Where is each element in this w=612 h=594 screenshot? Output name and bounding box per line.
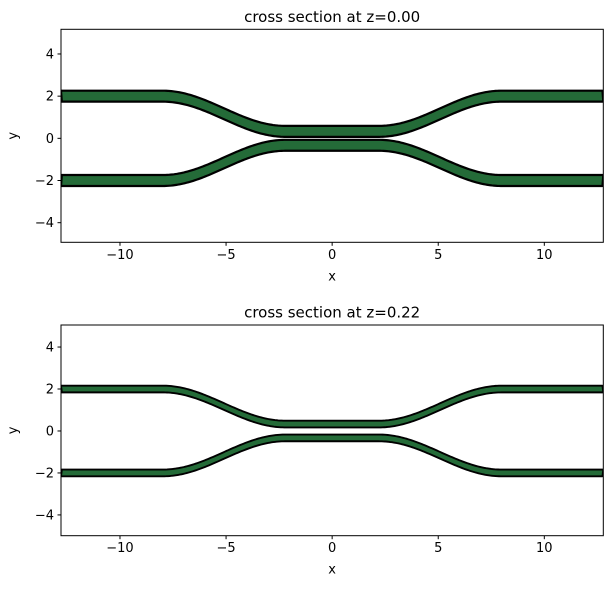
x-tick-label: −10 bbox=[106, 248, 133, 263]
x-tick-label: −5 bbox=[216, 248, 235, 263]
subplot-1: −10 −5 0 5 10 −4 −2 0 2 4 cross section at z=0.22 x… bbox=[6, 304, 604, 578]
x-tick-label: −5 bbox=[216, 541, 235, 556]
y-tick-label: 0 bbox=[46, 424, 54, 439]
x-tick-label: 5 bbox=[434, 541, 442, 556]
y-tick-label: 4 bbox=[46, 341, 54, 356]
y-tick-label: 2 bbox=[46, 383, 54, 398]
waveguide-band-bottom bbox=[61, 433, 604, 478]
y-tick-label: 2 bbox=[46, 90, 54, 105]
x-tick-label: 0 bbox=[328, 248, 336, 263]
y-tick-label: −4 bbox=[35, 216, 54, 231]
x-tick-label: 0 bbox=[328, 541, 336, 556]
y-axis-label: y bbox=[6, 132, 21, 140]
x-tick-label: −10 bbox=[106, 541, 133, 556]
x-tick-label: 10 bbox=[536, 541, 553, 556]
plot-title: cross section at z=0.22 bbox=[244, 304, 420, 322]
x-tick-label: 5 bbox=[434, 248, 442, 263]
y-tick-label: 4 bbox=[46, 47, 54, 62]
waveguide-band-bottom bbox=[61, 138, 604, 188]
y-tick-label: −2 bbox=[35, 466, 54, 481]
y-axis-label: y bbox=[6, 426, 21, 434]
x-axis-label: x bbox=[328, 563, 336, 578]
y-tick-label: −2 bbox=[35, 174, 54, 189]
subplot-0: −10 −5 0 5 10 −4 −2 0 2 4 cross section at z=0.00 x… bbox=[6, 8, 604, 284]
x-tick-label: 10 bbox=[536, 248, 553, 263]
plot-title: cross section at z=0.00 bbox=[244, 8, 420, 26]
waveguide-band-top bbox=[61, 384, 604, 429]
waveguide-band-top bbox=[61, 89, 604, 138]
y-tick-label: 0 bbox=[46, 132, 54, 147]
axes-frame bbox=[60, 324, 604, 537]
x-axis-label: x bbox=[328, 269, 336, 284]
y-tick-label: −4 bbox=[35, 508, 54, 523]
